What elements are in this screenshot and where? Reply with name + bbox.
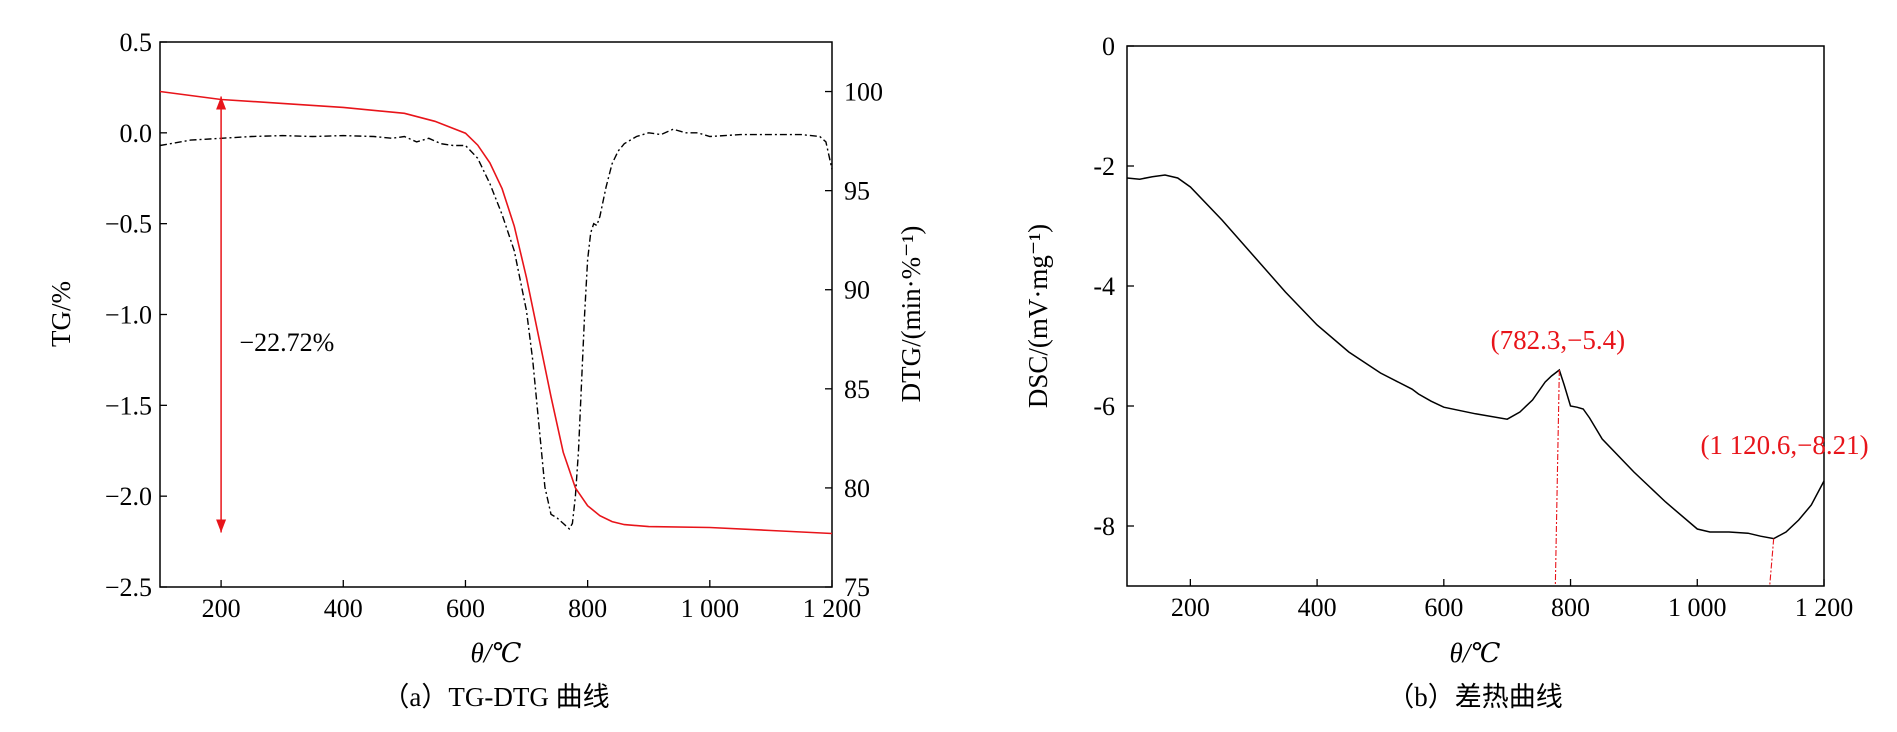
y-tick-label-a: −2.0	[105, 482, 152, 511]
arrow-head-up-icon	[216, 96, 227, 110]
y-axis-label-b: DSC/(mV·mg⁻¹)	[1023, 224, 1053, 408]
dsc-line	[1126, 174, 1825, 540]
x-axis-label-a: θ/℃	[471, 638, 522, 668]
y-tick-label-a: −0.5	[105, 210, 152, 239]
tg-dtg-chart: 200 400 600 800 1 000 1 200 0.5 0.0 −0.5 −1.0 −1.…	[46, 28, 926, 712]
x-tick-label-b: 200	[1171, 593, 1210, 622]
y2-tick-label-a: 100	[844, 78, 883, 107]
dtg-line	[159, 128, 833, 531]
x-tick-label-b: 800	[1551, 593, 1590, 622]
arrow-head-down-icon	[216, 519, 227, 533]
y-tick-label-a: −1.0	[105, 301, 152, 330]
y2-tick-label-a: 85	[844, 375, 870, 404]
y-tick-label-b: -4	[1093, 272, 1115, 301]
y2-tick-label-a: 90	[844, 276, 870, 305]
y-tick-label-b: 0	[1102, 32, 1115, 61]
peak-dropline	[1554, 369, 1560, 587]
y2-tick-label-a: 75	[844, 573, 870, 602]
y-tick-label-a: 0.5	[120, 28, 153, 57]
x-tick-label-b: 1 000	[1668, 593, 1727, 622]
dsc-chart: 200 400 600 800 1 000 1 200 0 -2 -4 -6 -8 (782.3,…	[1023, 32, 1869, 712]
caption-a: （a）TG-DTG 曲线	[382, 682, 609, 712]
x-tick-label-a: 1 000	[681, 594, 740, 623]
y2-tick-label-a: 80	[844, 474, 870, 503]
y-tick-label-a: −2.5	[105, 573, 152, 602]
peak-annotation: (1 120.6,−8.21)	[1700, 430, 1868, 460]
plot-frame-a	[159, 41, 833, 588]
x-tick-label-a: 200	[202, 594, 241, 623]
y-tick-label-b: -8	[1093, 512, 1115, 541]
mass-loss-annotation: −22.72%	[239, 328, 334, 357]
y-axis-label-a: TG/%	[46, 281, 76, 347]
x-tick-label-b: 600	[1424, 593, 1463, 622]
x-tick-label-b: 1 200	[1795, 593, 1854, 622]
peak-dropline	[1769, 538, 1775, 587]
y-tick-label-b: -2	[1093, 152, 1115, 181]
y-tick-label-b: -6	[1093, 392, 1115, 421]
x-tick-label-a: 800	[568, 594, 607, 623]
y-tick-label-a: 0.0	[120, 119, 153, 148]
y2-tick-label-a: 95	[844, 177, 870, 206]
x-tick-label-b: 400	[1298, 593, 1337, 622]
y2-axis-label-a: DTG/(min·%⁻¹)	[896, 226, 926, 403]
tg-line	[159, 90, 833, 535]
x-tick-label-a: 1 200	[803, 594, 862, 623]
plot-frame-b	[1126, 45, 1825, 587]
x-tick-label-a: 600	[446, 594, 485, 623]
x-tick-label-a: 400	[324, 594, 363, 623]
peak-annotation: (782.3,−5.4)	[1491, 325, 1625, 355]
x-axis-label-b: θ/℃	[1450, 638, 1501, 668]
caption-b: （b）差热曲线	[1387, 682, 1563, 712]
y-tick-label-a: −1.5	[105, 391, 152, 420]
